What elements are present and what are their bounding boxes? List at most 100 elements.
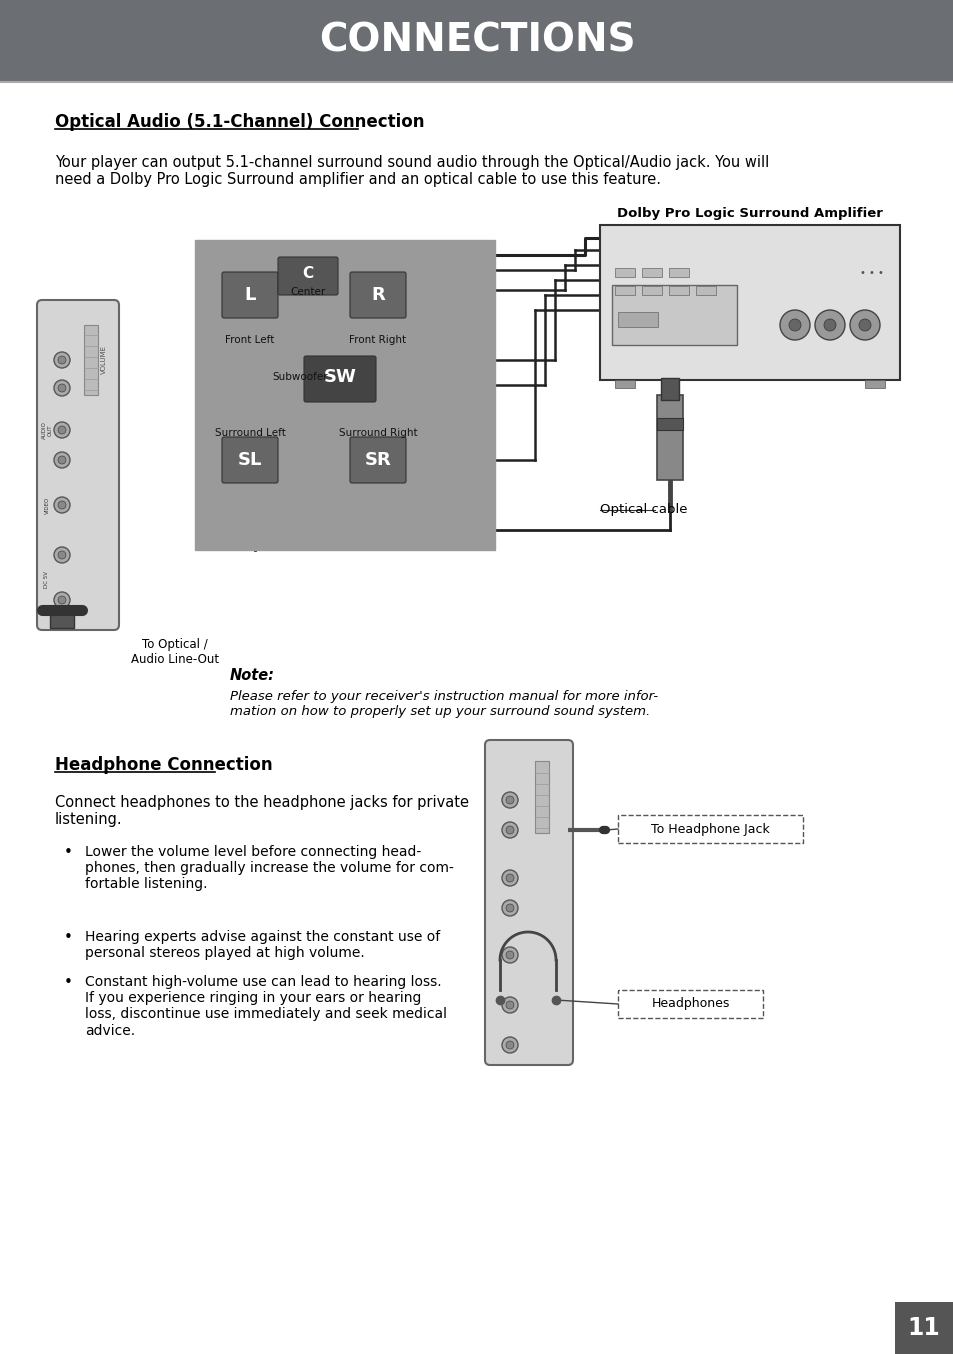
Bar	[618, 990, 762, 1018]
Bar	[535, 761, 548, 833]
Text: Optical Audio (5.1-Channel) Connection: Optical Audio (5.1-Channel) Connection	[55, 112, 424, 131]
Circle shape	[858, 320, 870, 330]
Bar	[618, 311, 658, 328]
Circle shape	[501, 822, 517, 838]
Circle shape	[58, 427, 66, 435]
Text: C: C	[302, 267, 314, 282]
Circle shape	[54, 352, 70, 368]
Bar	[599, 225, 899, 380]
Text: Front Right: Front Right	[349, 334, 406, 345]
Circle shape	[58, 356, 66, 364]
Text: •: •	[64, 845, 72, 860]
Circle shape	[505, 873, 514, 881]
Text: •: •	[64, 975, 72, 990]
FancyBboxPatch shape	[350, 437, 406, 483]
Circle shape	[58, 551, 66, 559]
Bar	[864, 380, 884, 389]
Bar	[194, 240, 495, 550]
Bar	[0, 0, 953, 80]
Circle shape	[54, 497, 70, 513]
Text: DC 5V: DC 5V	[45, 571, 50, 589]
Text: VOLUME: VOLUME	[101, 345, 107, 375]
Circle shape	[823, 320, 835, 330]
FancyBboxPatch shape	[304, 356, 375, 402]
Circle shape	[54, 452, 70, 468]
Bar	[618, 815, 802, 844]
Circle shape	[505, 951, 514, 959]
Text: Please refer to your receiver's instruction manual for more infor-
mation on how: Please refer to your receiver's instruct…	[230, 691, 658, 718]
Bar	[657, 395, 682, 481]
FancyBboxPatch shape	[222, 272, 277, 318]
Text: Center: Center	[290, 287, 325, 297]
Circle shape	[501, 997, 517, 1013]
Text: Connect headphones to the headphone jacks for private
listening.: Connect headphones to the headphone jack…	[55, 795, 469, 827]
Bar	[84, 325, 98, 395]
Text: Your player can output 5.1-channel surround sound audio through the Optical/Audi: Your player can output 5.1-channel surro…	[55, 154, 768, 187]
Circle shape	[505, 796, 514, 804]
Text: L: L	[244, 286, 255, 305]
FancyBboxPatch shape	[277, 257, 337, 295]
Text: Dolby Pro Logic Surround Amplifier: Dolby Pro Logic Surround Amplifier	[617, 207, 882, 219]
Text: CONNECTIONS: CONNECTIONS	[318, 22, 635, 60]
Circle shape	[505, 826, 514, 834]
Text: 11: 11	[906, 1316, 940, 1340]
Bar	[668, 268, 688, 278]
Circle shape	[505, 1041, 514, 1049]
Circle shape	[505, 904, 514, 913]
Text: Surround Left: Surround Left	[214, 428, 285, 437]
Text: VIDEO: VIDEO	[45, 497, 50, 513]
FancyBboxPatch shape	[484, 741, 573, 1066]
Circle shape	[501, 1037, 517, 1053]
Text: Constant high-volume use can lead to hearing loss.
If you experience ringing in : Constant high-volume use can lead to hea…	[85, 975, 447, 1037]
Text: Note:: Note:	[230, 668, 274, 682]
Circle shape	[788, 320, 801, 330]
Text: Hearing experts advise against the constant use of
personal stereos played at hi: Hearing experts advise against the const…	[85, 930, 439, 960]
Text: AUDIO
OUT: AUDIO OUT	[42, 421, 52, 439]
Bar	[668, 286, 688, 295]
Text: To Optical /
Audio Line-Out: To Optical / Audio Line-Out	[131, 638, 219, 666]
Circle shape	[58, 456, 66, 464]
Circle shape	[814, 310, 844, 340]
Text: R: R	[371, 286, 384, 305]
Bar	[660, 378, 679, 399]
FancyBboxPatch shape	[350, 272, 406, 318]
Bar	[50, 611, 74, 628]
Circle shape	[505, 1001, 514, 1009]
Circle shape	[501, 946, 517, 963]
Circle shape	[54, 422, 70, 437]
FancyBboxPatch shape	[37, 301, 119, 630]
Bar	[641, 268, 661, 278]
Circle shape	[54, 380, 70, 395]
Circle shape	[501, 871, 517, 886]
Text: SW: SW	[323, 368, 356, 386]
Text: Optical cable: Optical cable	[599, 504, 687, 516]
Circle shape	[780, 310, 809, 340]
Text: SR: SR	[364, 451, 391, 468]
Bar	[612, 284, 737, 345]
Circle shape	[849, 310, 879, 340]
Bar	[615, 286, 635, 295]
Circle shape	[54, 592, 70, 608]
Text: •: •	[64, 930, 72, 945]
FancyBboxPatch shape	[222, 437, 277, 483]
Text: Headphones: Headphones	[651, 998, 729, 1010]
Bar	[894, 1303, 953, 1354]
Circle shape	[501, 900, 517, 917]
Circle shape	[54, 547, 70, 563]
Text: Front Left: Front Left	[225, 334, 274, 345]
Circle shape	[501, 792, 517, 808]
Text: Headphone Connection: Headphone Connection	[55, 756, 273, 774]
Bar	[641, 286, 661, 295]
Bar	[657, 418, 682, 431]
Circle shape	[58, 596, 66, 604]
Text: Lower the volume level before connecting head-
phones, then gradually increase t: Lower the volume level before connecting…	[85, 845, 454, 891]
Text: SL: SL	[237, 451, 262, 468]
Bar	[696, 286, 716, 295]
Bar	[615, 268, 635, 278]
Bar	[615, 380, 635, 389]
Circle shape	[58, 501, 66, 509]
Text: • • •: • • •	[860, 268, 883, 278]
Circle shape	[58, 385, 66, 393]
Text: Surround Right: Surround Right	[338, 428, 416, 437]
Text: Subwoofer: Subwoofer	[272, 372, 328, 382]
